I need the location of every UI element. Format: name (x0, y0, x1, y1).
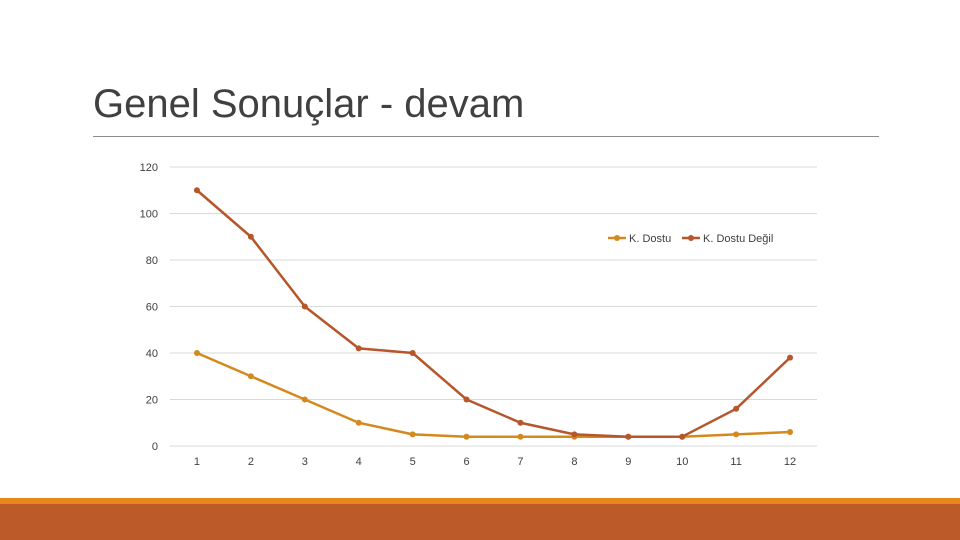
series-lines (193, 187, 794, 440)
x-tick-label: 4 (356, 456, 362, 468)
x-tick-label: 6 (463, 456, 469, 468)
data-point (733, 405, 740, 412)
y-tick-label: 120 (140, 162, 158, 174)
x-axis-ticks: 1 2 3 4 5 6 7 8 9 10 11 12 (194, 456, 796, 468)
data-point (679, 433, 686, 440)
x-tick-label: 10 (676, 456, 688, 468)
x-tick-label: 3 (302, 456, 308, 468)
data-point (301, 303, 308, 310)
x-tick-label: 9 (625, 456, 631, 468)
data-point (787, 354, 794, 361)
data-point (409, 431, 416, 438)
legend-label: K. Dostu (629, 233, 671, 245)
x-tick-label: 2 (248, 456, 254, 468)
series-1 (193, 350, 794, 440)
y-tick-label: 0 (152, 441, 158, 453)
data-point (193, 187, 200, 194)
data-point (787, 429, 794, 436)
data-point (409, 350, 416, 356)
data-point (517, 433, 524, 440)
y-tick-label: 80 (146, 255, 158, 267)
data-point (301, 396, 308, 403)
legend-label: K. Dostu Değil (703, 233, 773, 245)
data-point (355, 345, 362, 352)
x-tick-label: 1 (194, 456, 200, 468)
data-point (193, 350, 200, 356)
legend-marker (688, 235, 694, 241)
y-tick-label: 20 (146, 395, 158, 407)
data-point (247, 233, 254, 240)
x-tick-label: 8 (571, 456, 577, 468)
data-point (463, 396, 470, 403)
x-tick-label: 11 (730, 456, 741, 468)
y-tick-label: 40 (146, 348, 158, 360)
legend: K. Dostu K. Dostu Değil (608, 233, 773, 245)
legend-item: K. Dostu (608, 233, 671, 245)
data-point (625, 433, 632, 440)
grid-lines (170, 166, 817, 447)
x-tick-label: 12 (784, 456, 796, 468)
legend-marker (614, 235, 620, 241)
footer-accent-line (0, 498, 960, 504)
x-tick-label: 5 (410, 456, 416, 468)
data-point (355, 419, 362, 426)
series-line (196, 351, 791, 438)
legend-item: K. Dostu Değil (682, 233, 773, 245)
data-point (733, 431, 740, 438)
data-point (247, 373, 254, 380)
y-axis-ticks: 0 20 40 60 80 100 120 (140, 162, 158, 453)
data-point (571, 431, 578, 438)
x-tick-label: 7 (517, 456, 523, 468)
series-2 (193, 187, 794, 440)
footer-band (0, 504, 960, 540)
data-point (463, 433, 470, 440)
data-point (517, 419, 524, 426)
y-tick-label: 100 (140, 209, 158, 221)
series-line (196, 189, 791, 438)
y-tick-label: 60 (146, 302, 158, 314)
title-divider (93, 136, 879, 137)
slide-title: Genel Sonuçlar - devam (93, 82, 525, 126)
